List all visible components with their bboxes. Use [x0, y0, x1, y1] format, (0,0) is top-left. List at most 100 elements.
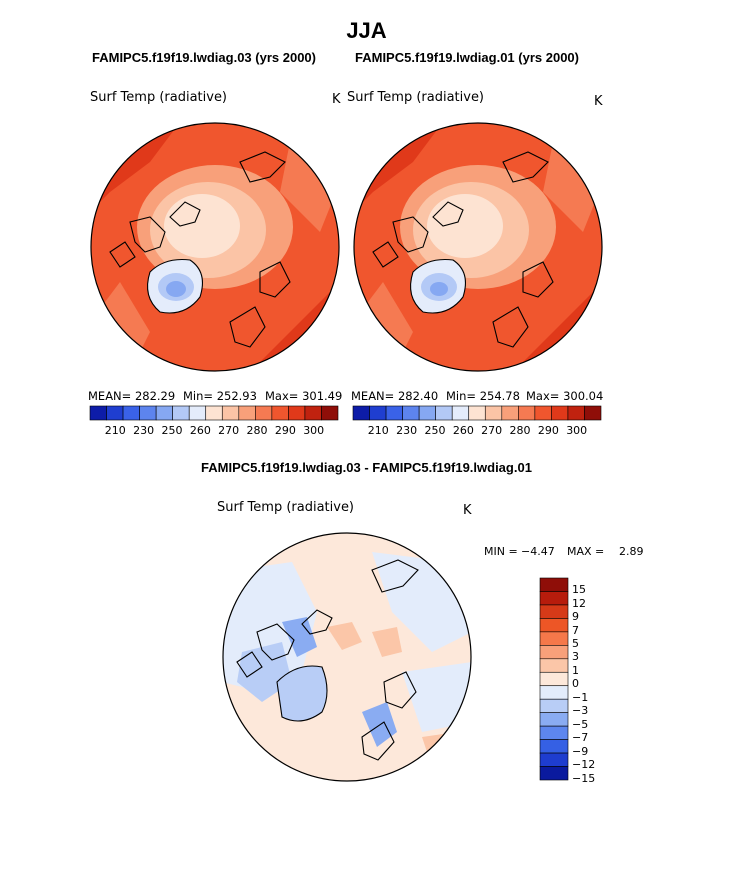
colorbar-tick-label: 7: [572, 623, 579, 637]
colorbar-tick-label: 230: [396, 424, 418, 437]
colorbar-swatch: [418, 405, 436, 421]
right-max-label: Max= 300.04: [526, 389, 604, 403]
colorbar-swatch: [539, 645, 569, 660]
colorbar-swatch: [501, 405, 519, 421]
difference-colorbar: [539, 577, 569, 781]
field-greenland-coldest: [166, 281, 186, 297]
right-mean-label: MEAN= 282.40: [351, 389, 439, 403]
colorbar-tick-label: 12: [572, 596, 586, 610]
difference-title: FAMIPC5.f19f19.lwdiag.03 - FAMIPC5.f19f1…: [201, 460, 532, 475]
colorbar-tick-label: −15: [572, 771, 596, 785]
coastlines: [109, 151, 291, 348]
colorbar-tick-label: −3: [572, 704, 589, 718]
colorbar-swatch: [402, 405, 420, 421]
colorbar-tick-label: 280: [509, 424, 531, 437]
colorbar-swatch: [369, 405, 387, 421]
colorbar-swatch: [539, 766, 569, 781]
colorbar-swatch: [139, 405, 157, 421]
colorbar-swatch: [484, 405, 503, 421]
colorbar-tick-label: 250: [424, 424, 446, 437]
colorbar-tick-label: 0: [572, 677, 579, 691]
right-min-label: Min= 254.78: [446, 389, 520, 403]
colorbar-swatch: [106, 405, 124, 421]
colorbar-tick-label: 5: [572, 636, 579, 650]
left-units-label: K: [332, 92, 341, 107]
colorbar-swatch: [539, 577, 569, 592]
colorbar-swatch: [584, 405, 602, 421]
field-neutral-patch: [402, 662, 471, 732]
colorbar-tick-label: 260: [189, 424, 211, 437]
colorbar-swatch: [352, 405, 370, 421]
colorbar-swatch: [238, 405, 256, 421]
colorbar-tick-label: 15: [572, 583, 586, 597]
figure-title: JJA: [346, 18, 387, 43]
colorbar-swatch: [255, 405, 273, 421]
field-cool-patch: [277, 666, 327, 721]
field-mid-patch: [280, 142, 339, 232]
colorbar-swatch: [539, 725, 569, 740]
colorbar-swatch: [539, 671, 569, 687]
colorbar-tick-label: 210: [104, 424, 126, 437]
field-colder-patch: [282, 617, 317, 657]
colorbar-swatch: [304, 405, 322, 421]
colorbar-tick-label: 300: [566, 424, 588, 437]
left-case-title: FAMIPC5.f19f19.lwdiag.03 (yrs 2000): [92, 50, 316, 65]
right-variable-label: Surf Temp (radiative): [347, 90, 485, 105]
left-variable-label: Surf Temp (radiative): [90, 90, 228, 105]
colorbar-swatch: [534, 405, 552, 421]
colorbar-tick-label: 9: [572, 610, 579, 624]
colorbar-tick-label: 260: [452, 424, 474, 437]
colorbar-tick-label: −1: [572, 690, 589, 704]
colorbar-tick-label: 280: [246, 424, 268, 437]
colorbar-swatch: [539, 698, 569, 713]
field-warm-patch: [372, 627, 402, 657]
colorbar-swatch: [172, 405, 190, 421]
right-colorbar-ticks: 210 230 250 260 270 280 290 300: [353, 424, 601, 438]
colorbar-swatch: [539, 712, 569, 727]
colorbar-swatch: [435, 405, 453, 421]
colorbar-swatch: [539, 739, 569, 754]
colorbar-tick-label: 230: [133, 424, 155, 437]
colorbar-tick-label: 3: [572, 650, 579, 664]
colorbar-swatch: [205, 405, 223, 421]
diff-variable-label: Surf Temp (radiative): [217, 500, 355, 515]
colorbar-tick-label: 300: [303, 424, 325, 437]
colorbar-swatch: [551, 405, 569, 421]
diff-max-value: 2.89: [619, 545, 644, 558]
left-max-label: Max= 301.49: [265, 389, 343, 403]
field-greenland-coldest: [430, 282, 448, 296]
colorbar-tick-label: −5: [572, 717, 589, 731]
colorbar-tick-label: 250: [161, 424, 183, 437]
left-colorbar: [89, 405, 339, 421]
map-border: [90, 122, 340, 372]
right-colorbar: [352, 405, 602, 421]
field-warm-patch: [327, 622, 362, 650]
colorbar-swatch: [518, 405, 536, 421]
colorbar-swatch: [89, 405, 107, 421]
right-units-label: K: [594, 94, 603, 109]
field-mid-patch: [543, 142, 602, 232]
difference-colorbar-ticks: 15 12 9 7 5 3 1 0 −1 −3 −5 −7 −9 −12 −15: [572, 578, 612, 785]
diff-max-label: MAX =: [567, 545, 605, 558]
left-polar-map: [90, 122, 340, 372]
difference-polar-map: [222, 532, 472, 782]
colorbar-tick-label: 290: [537, 424, 559, 437]
map-border: [222, 532, 472, 782]
colorbar-tick-label: 210: [367, 424, 389, 437]
field-arctic-core: [164, 194, 240, 258]
colorbar-swatch: [385, 405, 403, 421]
diff-min-label: MIN =: [484, 545, 518, 558]
colorbar-swatch: [221, 405, 240, 421]
colorbar-swatch: [468, 405, 486, 421]
colorbar-swatch: [539, 658, 569, 673]
colorbar-swatch: [567, 405, 585, 421]
colorbar-swatch: [539, 591, 569, 606]
colorbar-tick-label: 270: [481, 424, 503, 437]
right-case-title: FAMIPC5.f19f19.lwdiag.01 (yrs 2000): [355, 50, 579, 65]
field-arctic-core: [427, 194, 503, 258]
colorbar-swatch: [271, 405, 289, 421]
coastlines: [372, 151, 554, 348]
colorbar-swatch: [155, 405, 173, 421]
colorbar-tick-label: −7: [572, 731, 589, 745]
colorbar-tick-label: −9: [572, 744, 589, 758]
